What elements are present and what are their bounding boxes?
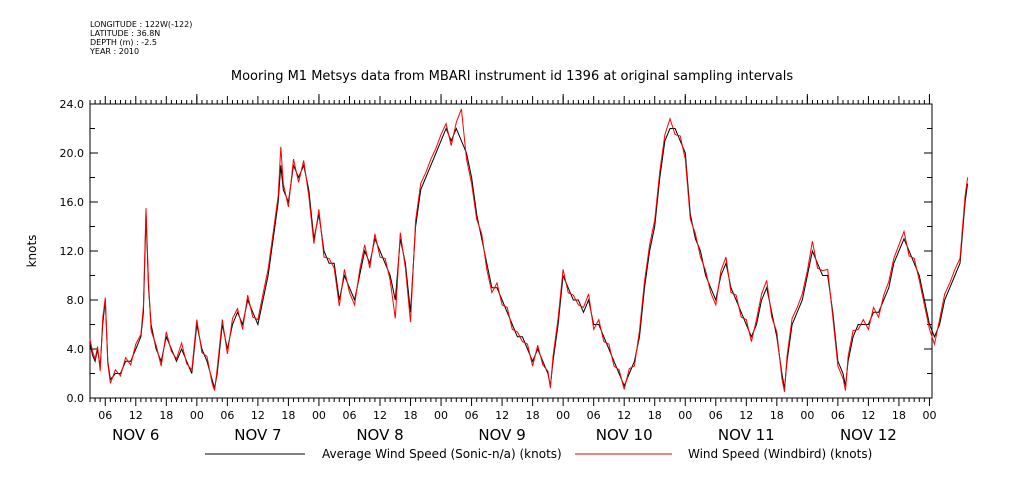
x-hour-label: 18	[892, 409, 906, 422]
chart-title: Mooring M1 Metsys data from MBARI instru…	[231, 69, 793, 84]
x-day-label: NOV 7	[234, 426, 281, 444]
x-hour-label: 12	[495, 409, 509, 422]
latitude-text: LATITUDE : 36.8N	[90, 29, 161, 38]
y-tick-label: 4.0	[67, 343, 85, 356]
x-hour-label: 12	[739, 409, 753, 422]
x-day-label: NOV 8	[356, 426, 403, 444]
x-hour-label: 06	[342, 409, 356, 422]
series-line-sonic	[89, 127, 969, 389]
axis-ticks	[89, 94, 932, 406]
legend: Average Wind Speed (Sonic-n/a) (knots) W…	[205, 447, 872, 461]
y-axis-label: knots	[25, 235, 39, 268]
x-hour-label: 06	[709, 409, 723, 422]
x-hour-label: 18	[770, 409, 784, 422]
depth-text: DEPTH (m) : -2.5	[90, 38, 157, 47]
x-hour-label: 12	[373, 409, 387, 422]
x-hour-label: 18	[159, 409, 173, 422]
x-hour-label: 06	[587, 409, 601, 422]
y-tick-label: 16.0	[60, 196, 85, 209]
year-text: YEAR : 2010	[90, 47, 140, 56]
x-hour-label: 18	[404, 409, 418, 422]
x-hour-label: 00	[434, 409, 448, 422]
series-lines	[89, 108, 969, 392]
x-hour-label: 12	[129, 409, 143, 422]
x-hour-label: 12	[617, 409, 631, 422]
x-hour-label: 06	[831, 409, 845, 422]
y-tick-label: 20.0	[60, 147, 85, 160]
x-day-label: NOV 10	[596, 426, 653, 444]
y-tick-label: 0.0	[67, 392, 85, 405]
y-tick-label: 24.0	[60, 98, 85, 111]
y-tick-label: 8.0	[67, 294, 85, 307]
x-hour-label: 18	[281, 409, 295, 422]
longitude-text: LONGITUDE : 122W(-122)	[90, 20, 193, 29]
mooring-metadata: LONGITUDE : 122W(-122) LATITUDE : 36.8N …	[90, 20, 192, 56]
x-hour-label: 00	[800, 409, 814, 422]
x-hour-label: 00	[678, 409, 692, 422]
x-hour-label: 18	[526, 409, 540, 422]
plot-frame	[89, 103, 933, 399]
x-hour-label: 00	[312, 409, 326, 422]
x-hour-label: 06	[465, 409, 479, 422]
series-line-windbird	[89, 108, 969, 392]
y-tick-label: 12.0	[60, 245, 85, 258]
legend-label-windbird: Wind Speed (Windbird) (knots)	[688, 447, 872, 461]
x-hour-label: 12	[251, 409, 265, 422]
x-hour-label: 06	[98, 409, 112, 422]
legend-label-sonic: Average Wind Speed (Sonic-n/a) (knots)	[322, 447, 562, 461]
x-hour-label: 12	[861, 409, 875, 422]
axis-tick-labels: 0.0 4.0 8.0 12.0 16.0 20.0 24.0 06 12 18 00 06 12 18 0…	[60, 98, 937, 444]
x-day-label: NOV 12	[840, 426, 897, 444]
x-hour-label: 06	[220, 409, 234, 422]
x-day-label: NOV 11	[718, 426, 775, 444]
x-day-label: NOV 6	[112, 426, 159, 444]
x-day-label: NOV 9	[478, 426, 525, 444]
x-hour-label: 00	[922, 409, 936, 422]
x-hour-label: 00	[556, 409, 570, 422]
x-hour-label: 00	[190, 409, 204, 422]
x-hour-label: 18	[648, 409, 662, 422]
